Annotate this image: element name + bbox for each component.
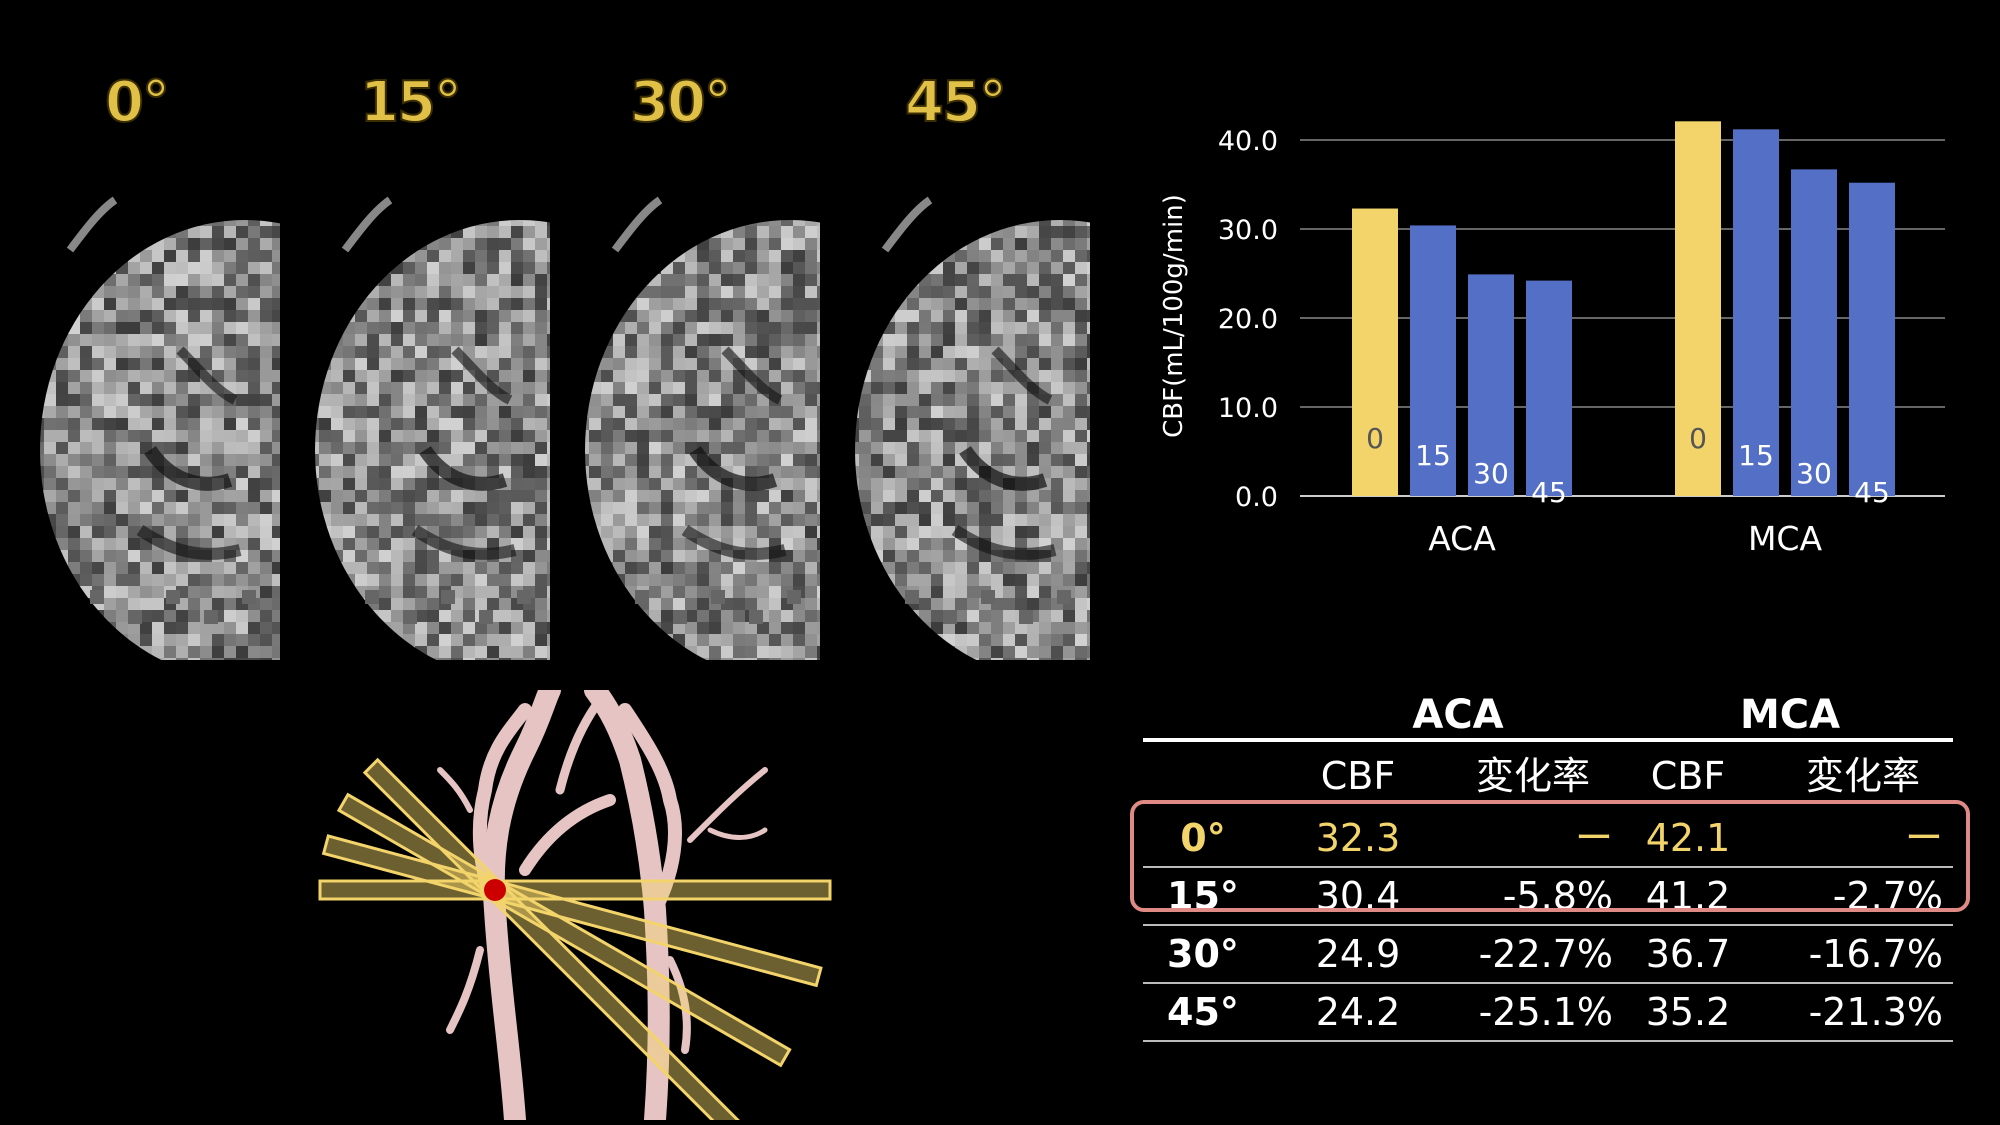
- table-cell-mca-cbf: 36.7: [1645, 932, 1731, 976]
- carotid-vessels: [437, 690, 768, 1120]
- bar-aca-45: [1526, 280, 1572, 496]
- angle-plane-45: [362, 757, 741, 1120]
- bar-mca-15: [1733, 129, 1779, 496]
- bar-label-aca-0: 0: [1366, 422, 1384, 455]
- x-category-label-aca: ACA: [1428, 519, 1496, 558]
- brain-scan-0: [40, 196, 280, 660]
- pivot-marker: [484, 879, 506, 901]
- table-cell-angle: 45°: [1167, 990, 1239, 1034]
- table-row-rule: [1143, 866, 1953, 868]
- highlight-box: [1130, 800, 1970, 912]
- scan-angle-label-0: 0°: [104, 69, 171, 136]
- bar-mca-45: [1849, 182, 1895, 496]
- table-cell-aca-rate: ー: [1574, 816, 1613, 860]
- vessel-angle-diagram: [318, 690, 832, 1120]
- subheader-mca-rate: 変化率: [1805, 754, 1920, 798]
- y-tick-label-3: 30.0: [1218, 215, 1278, 246]
- table-row: 0° 32.3 ー 42.1 ー: [1143, 810, 1953, 866]
- table-row: 30° 24.9 -22.7% 36.7 -16.7%: [1143, 926, 1953, 982]
- scan-angle-label-1: 15°: [359, 69, 463, 136]
- angle-plane-0: [318, 879, 832, 901]
- table-cell-mca-rate: ー: [1904, 816, 1943, 860]
- table-cell-mca-cbf: 42.1: [1645, 816, 1731, 860]
- subheader-mca-cbf: CBF: [1650, 754, 1726, 798]
- table-cell-aca-rate: -22.7%: [1478, 932, 1613, 976]
- scan-angle-label-2: 30°: [629, 69, 733, 136]
- bar-label-mca-45: 45: [1854, 476, 1890, 509]
- bar-label-mca-0: 0: [1689, 422, 1707, 455]
- cbf-bar-chart: 0.0 10.0 20.0 30.0 40.0 CBF(mL/100g/min) 0 15 30…: [1159, 121, 1945, 558]
- subheader-aca-rate: 変化率: [1475, 754, 1590, 798]
- table-row-rule: [1143, 1040, 1953, 1042]
- y-axis-label: CBF(mL/100g/min): [1159, 194, 1189, 438]
- y-tick-label-1: 10.0: [1218, 393, 1278, 424]
- table-group-aca: ACA: [1412, 692, 1504, 738]
- table-subheader-row: CBF 変化率 CBF 変化率: [1143, 748, 1953, 804]
- brain-scan-3: [855, 196, 1090, 660]
- brain-scan-2: [585, 196, 820, 660]
- bar-mca-30: [1791, 169, 1837, 496]
- table-cell-mca-rate: -21.3%: [1808, 990, 1943, 1034]
- y-tick-label-0: 0.0: [1235, 482, 1278, 513]
- y-tick-label-2: 20.0: [1218, 304, 1278, 335]
- table-row-rule: [1143, 924, 1953, 926]
- bar-aca-15: [1410, 225, 1456, 496]
- table-cell-aca-cbf: 24.9: [1315, 932, 1401, 976]
- bar-mca-0: [1675, 121, 1721, 496]
- angle-plane-30: [336, 792, 792, 1068]
- x-category-label-mca: MCA: [1748, 519, 1823, 558]
- bar-aca-30: [1468, 274, 1514, 496]
- table-cell-aca-cbf: 32.3: [1315, 816, 1401, 860]
- table-cell-mca-rate: -16.7%: [1808, 932, 1943, 976]
- subheader-aca-cbf: CBF: [1320, 754, 1396, 798]
- scan-angle-label-3: 45°: [904, 69, 1008, 136]
- table-top-rule: [1143, 738, 1953, 742]
- y-tick-label-4: 40.0: [1218, 126, 1278, 157]
- bar-label-mca-15: 15: [1738, 439, 1774, 472]
- table-cell-aca-cbf: 24.2: [1315, 990, 1401, 1034]
- table-cell-angle: 0°: [1180, 816, 1226, 860]
- bar-label-aca-45: 45: [1531, 476, 1567, 509]
- table-cell-mca-cbf: 35.2: [1645, 990, 1731, 1034]
- table-group-mca: MCA: [1739, 692, 1841, 738]
- table-cell-aca-rate: -25.1%: [1478, 990, 1613, 1034]
- table-row: 45° 24.2 -25.1% 35.2 -21.3%: [1143, 984, 1953, 1040]
- bar-aca-0: [1352, 208, 1398, 496]
- angle-planes: [318, 757, 832, 1120]
- table-row-rule: [1143, 982, 1953, 984]
- bar-label-aca-30: 30: [1473, 457, 1509, 490]
- bar-label-aca-15: 15: [1415, 439, 1451, 472]
- bar-label-mca-30: 30: [1796, 457, 1832, 490]
- brain-scan-1: [315, 196, 550, 660]
- table-cell-angle: 30°: [1167, 932, 1239, 976]
